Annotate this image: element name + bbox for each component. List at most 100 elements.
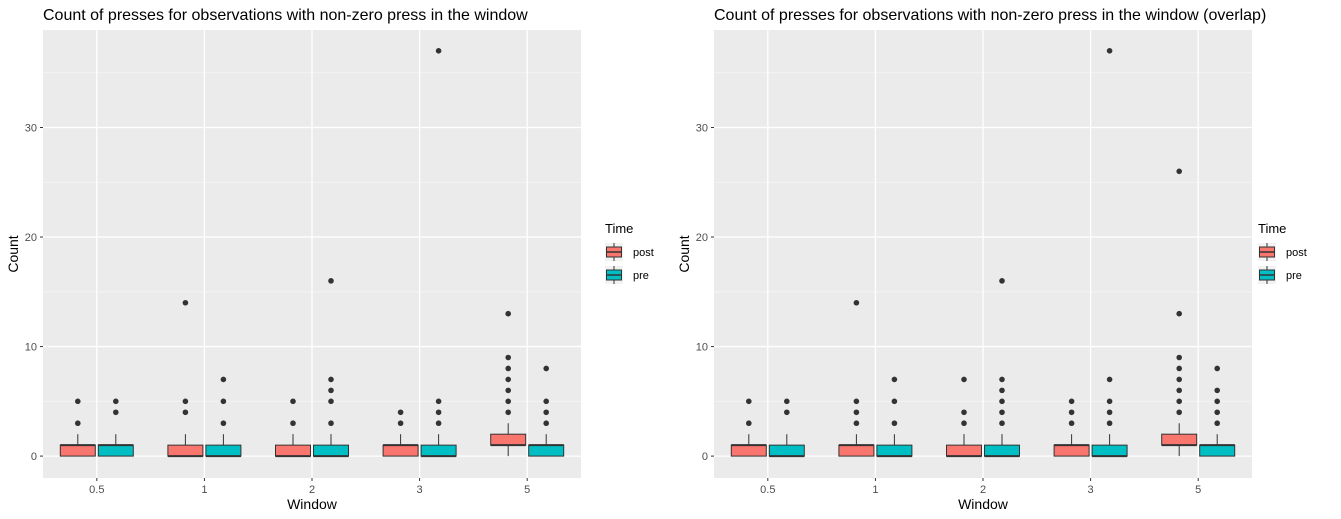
outlier-point — [290, 398, 296, 405]
outlier-point — [999, 278, 1005, 284]
legend: Time post pre — [1258, 221, 1307, 284]
box-post-3 — [382, 409, 419, 457]
outlier-point — [435, 48, 442, 54]
box-body — [1199, 444, 1236, 457]
outlier-point — [1176, 354, 1182, 361]
outlier-point — [784, 409, 790, 416]
legend: Time post pre — [605, 221, 654, 284]
outlier-point — [999, 409, 1005, 416]
outlier-point — [328, 420, 334, 427]
outlier-point — [746, 398, 752, 405]
outlier-point — [1106, 398, 1113, 405]
x-tick-label: 1 — [201, 484, 207, 496]
outlier-point — [1176, 398, 1182, 405]
legend-label: post — [633, 247, 654, 259]
outlier-point — [853, 398, 860, 405]
outlier-point — [1214, 365, 1220, 372]
y-tick-label: 30 — [696, 122, 708, 134]
outlier-point — [505, 354, 512, 361]
outlier-point — [543, 409, 549, 416]
chart-title: Count of presses for observations with n… — [714, 7, 1266, 24]
box-post-5 — [1161, 168, 1198, 457]
outlier-point — [543, 398, 549, 405]
outlier-point — [999, 376, 1005, 383]
box-pre-3 — [1091, 48, 1128, 458]
x-axis-title: Window — [287, 496, 338, 512]
box-post-3 — [1053, 398, 1090, 457]
x-tick-label: 1 — [872, 484, 878, 496]
outlier-point — [220, 398, 227, 405]
outlier-point — [891, 398, 898, 405]
box-post-2 — [275, 398, 311, 458]
outlier-point — [1176, 376, 1182, 383]
box-marks — [59, 48, 565, 458]
gridlines — [714, 30, 1252, 478]
box-body — [838, 444, 875, 457]
box-post-0.5 — [730, 398, 767, 457]
y-tick-label: 10 — [25, 342, 37, 354]
outlier-point — [435, 409, 442, 416]
y-axis-ticks: 0 10 20 30 — [696, 122, 714, 463]
box-body — [876, 444, 913, 457]
outlier-point — [75, 420, 81, 427]
x-tick-label: 5 — [524, 484, 530, 496]
outlier-point — [999, 420, 1005, 427]
box-body — [984, 444, 1020, 457]
outlier-point — [113, 409, 119, 416]
outlier-point — [1214, 398, 1220, 405]
y-axis-title: Count — [676, 235, 692, 272]
box-body — [167, 444, 204, 457]
box-post-1 — [838, 299, 875, 457]
outlier-point — [1176, 168, 1182, 175]
outlier-point — [1068, 398, 1075, 405]
x-tick-label: 0.5 — [760, 484, 775, 496]
outlier-point — [891, 420, 898, 427]
box-marks — [730, 48, 1236, 458]
box-pre-5 — [1199, 365, 1236, 457]
outlier-point — [853, 420, 860, 427]
outlier-point — [182, 409, 189, 416]
legend-title: Time — [1258, 221, 1286, 236]
outlier-point — [543, 420, 549, 427]
y-tick-label: 10 — [696, 342, 708, 354]
outlier-point — [328, 376, 334, 383]
legend-key-post: post — [605, 243, 654, 261]
outlier-point — [746, 420, 752, 427]
x-tick-label: 0.5 — [89, 484, 104, 496]
outlier-point — [182, 398, 189, 405]
outlier-point — [505, 376, 512, 383]
box-body — [205, 444, 242, 457]
outlier-point — [891, 376, 898, 383]
outlier-point — [1176, 365, 1182, 372]
box-pre-2 — [313, 278, 349, 458]
box-pre-3 — [420, 48, 457, 458]
outlier-point — [999, 387, 1005, 394]
box-pre-1 — [876, 376, 913, 458]
legend-title: Time — [605, 221, 633, 236]
outlier-point — [1214, 409, 1220, 416]
outlier-point — [1176, 387, 1182, 394]
outlier-point — [1214, 387, 1220, 394]
outlier-point — [435, 398, 442, 405]
x-axis-ticks: 0.5 1 2 3 5 — [89, 478, 530, 496]
outlier-point — [505, 387, 512, 394]
box-pre-0.5 — [768, 398, 805, 458]
legend-label: pre — [1286, 270, 1302, 282]
outlier-point — [220, 376, 227, 383]
outlier-point — [328, 387, 334, 394]
outlier-point — [1106, 376, 1113, 383]
outlier-point — [1068, 420, 1075, 427]
chart-panel-right: Count of presses for observations with n… — [676, 7, 1307, 512]
box-body — [1053, 444, 1090, 457]
box-body — [313, 444, 349, 457]
outlier-point — [543, 365, 549, 372]
x-axis-title: Window — [958, 496, 1009, 512]
outlier-point — [961, 420, 967, 427]
box-post-5 — [490, 310, 527, 457]
y-axis-ticks: 0 10 20 30 — [25, 122, 43, 463]
outlier-point — [784, 398, 790, 405]
box-body — [1091, 444, 1128, 457]
box-post-1 — [167, 299, 204, 458]
box-body — [382, 444, 419, 457]
